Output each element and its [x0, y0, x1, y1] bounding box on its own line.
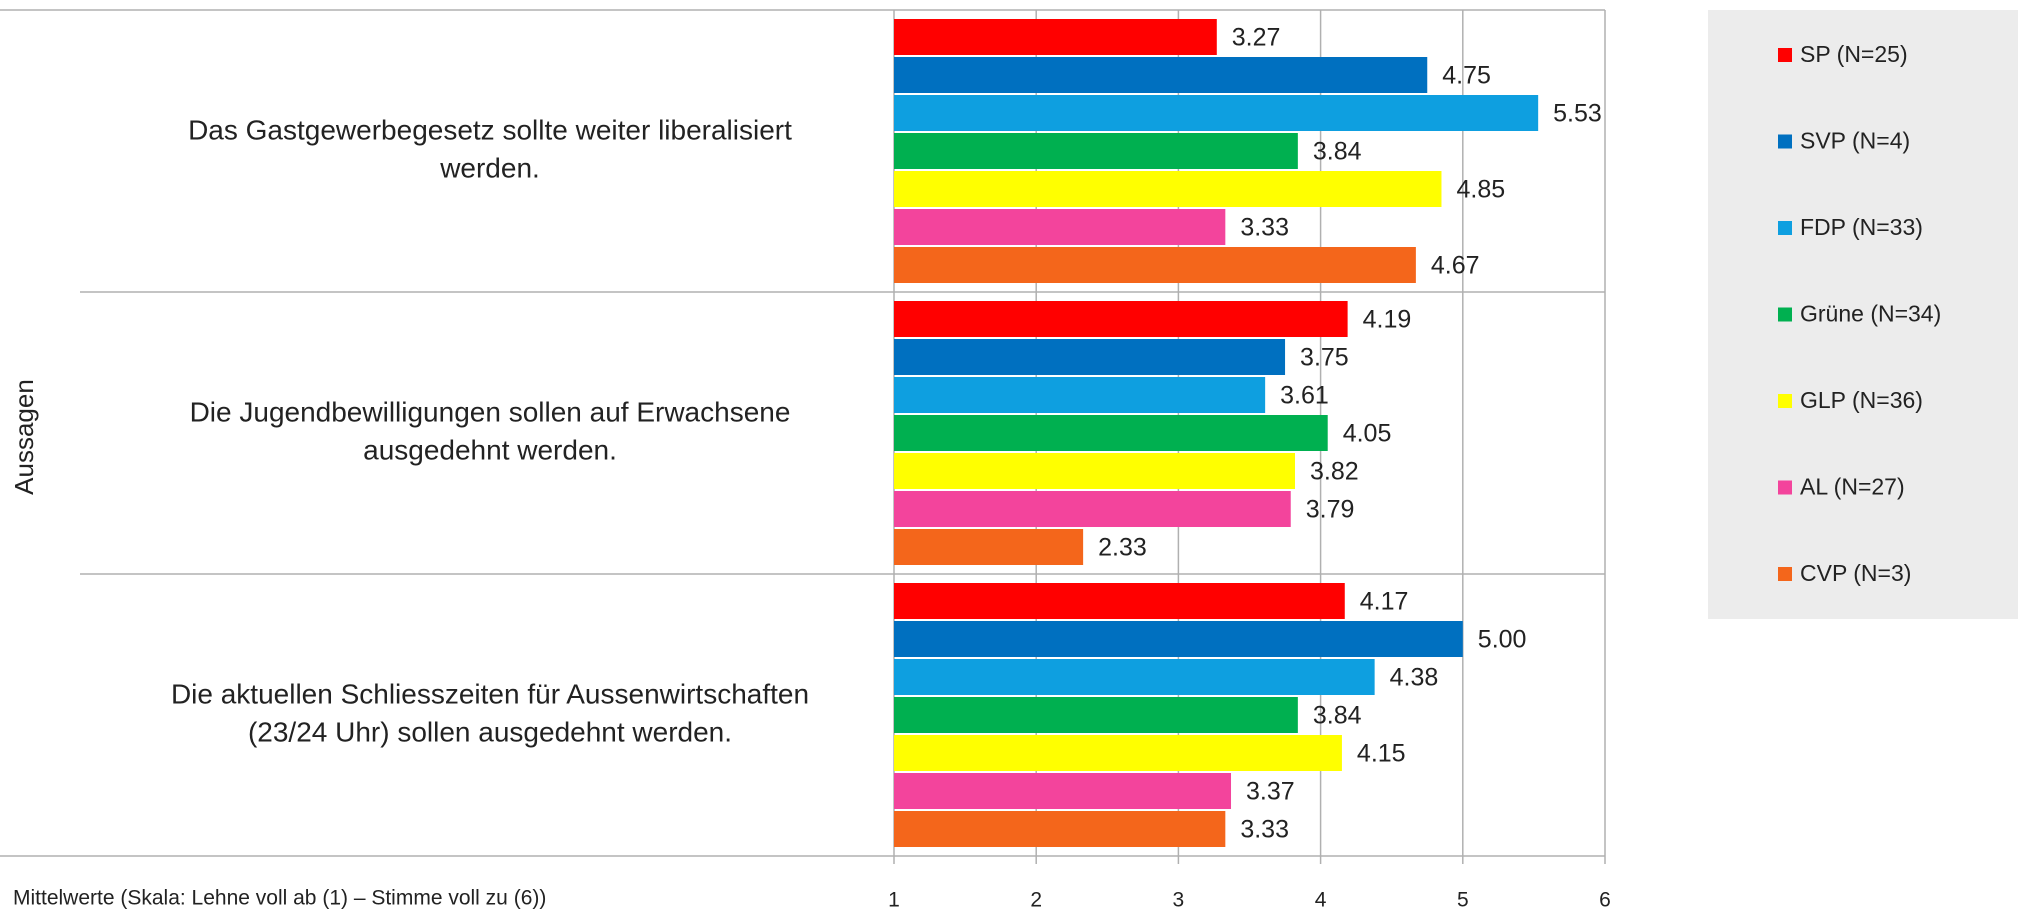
legend-marker [1778, 221, 1792, 235]
bar [894, 773, 1232, 809]
legend-label: CVP (N=3) [1800, 560, 1911, 586]
bar [894, 339, 1286, 375]
value-label: 4.15 [1357, 740, 1406, 768]
value-label: 3.84 [1313, 138, 1362, 166]
legend-label: AL (N=27) [1800, 474, 1905, 500]
value-label: 3.75 [1300, 344, 1349, 372]
value-label: 3.79 [1306, 496, 1355, 524]
x-axis-title: Mittelwerte (Skala: Lehne voll ab (1) – … [13, 887, 546, 910]
legend-label: Grüne (N=34) [1800, 301, 1941, 327]
value-label: 4.67 [1431, 252, 1480, 280]
x-tick-label: 3 [1173, 889, 1185, 912]
legend-box [1708, 10, 2018, 619]
bar [894, 301, 1348, 337]
bar [894, 57, 1428, 93]
value-label: 4.19 [1363, 306, 1412, 334]
value-label: 3.27 [1232, 24, 1281, 52]
category-label: Das Gastgewerbegesetz sollte weiter libe… [188, 114, 792, 145]
category-label: ausgedehnt werden. [363, 434, 617, 465]
bar [894, 209, 1226, 245]
legend-marker [1778, 567, 1792, 581]
legend-marker [1778, 134, 1792, 149]
x-tick-label: 1 [888, 889, 900, 912]
bar [894, 247, 1416, 283]
value-label: 2.33 [1098, 534, 1147, 562]
legend-marker [1778, 48, 1792, 62]
bar [894, 415, 1328, 451]
bar [894, 377, 1266, 413]
bar [894, 453, 1296, 489]
category-label: Die Jugendbewilligungen sollen auf Erwac… [190, 396, 791, 427]
value-label: 4.85 [1456, 176, 1505, 204]
bar [894, 171, 1442, 207]
value-label: 3.37 [1246, 778, 1295, 806]
category-label: werden. [439, 152, 540, 183]
value-label: 4.38 [1390, 664, 1439, 692]
legend-label: FDP (N=33) [1800, 214, 1923, 240]
value-label: 4.75 [1442, 62, 1491, 90]
value-label: 5.53 [1553, 100, 1602, 128]
bar [894, 659, 1375, 695]
legend-label: GLP (N=36) [1800, 387, 1923, 413]
x-tick-label: 2 [1030, 889, 1042, 912]
legend-marker [1778, 307, 1792, 322]
bar [894, 529, 1084, 565]
bar [894, 583, 1345, 619]
legend-label: SP (N=25) [1800, 41, 1908, 67]
x-tick-label: 6 [1599, 889, 1611, 912]
value-label: 4.05 [1343, 420, 1392, 448]
value-label: 3.33 [1240, 816, 1289, 844]
x-tick-label: 5 [1457, 889, 1469, 912]
bar [894, 811, 1226, 847]
bar [894, 95, 1539, 131]
legend-label: SVP (N=4) [1800, 128, 1910, 154]
y-axis-title: Aussagen [9, 379, 39, 495]
value-label: 4.17 [1360, 588, 1409, 616]
value-label: 3.33 [1240, 214, 1289, 242]
bar [894, 697, 1298, 733]
legend-marker [1778, 394, 1792, 408]
bar [894, 133, 1298, 169]
value-label: 3.61 [1280, 382, 1329, 410]
bar [894, 491, 1291, 527]
value-label: 3.82 [1310, 458, 1359, 486]
category-label: (23/24 Uhr) sollen ausgedehnt werden. [248, 716, 732, 747]
bar [894, 735, 1342, 771]
bar [894, 19, 1217, 55]
legend-marker [1778, 480, 1792, 495]
value-label: 3.84 [1313, 702, 1362, 730]
category-label: Die aktuellen Schliesszeiten für Aussenw… [171, 678, 809, 709]
bar [894, 621, 1463, 657]
x-tick-label: 4 [1315, 889, 1327, 912]
value-label: 5.00 [1478, 626, 1527, 654]
